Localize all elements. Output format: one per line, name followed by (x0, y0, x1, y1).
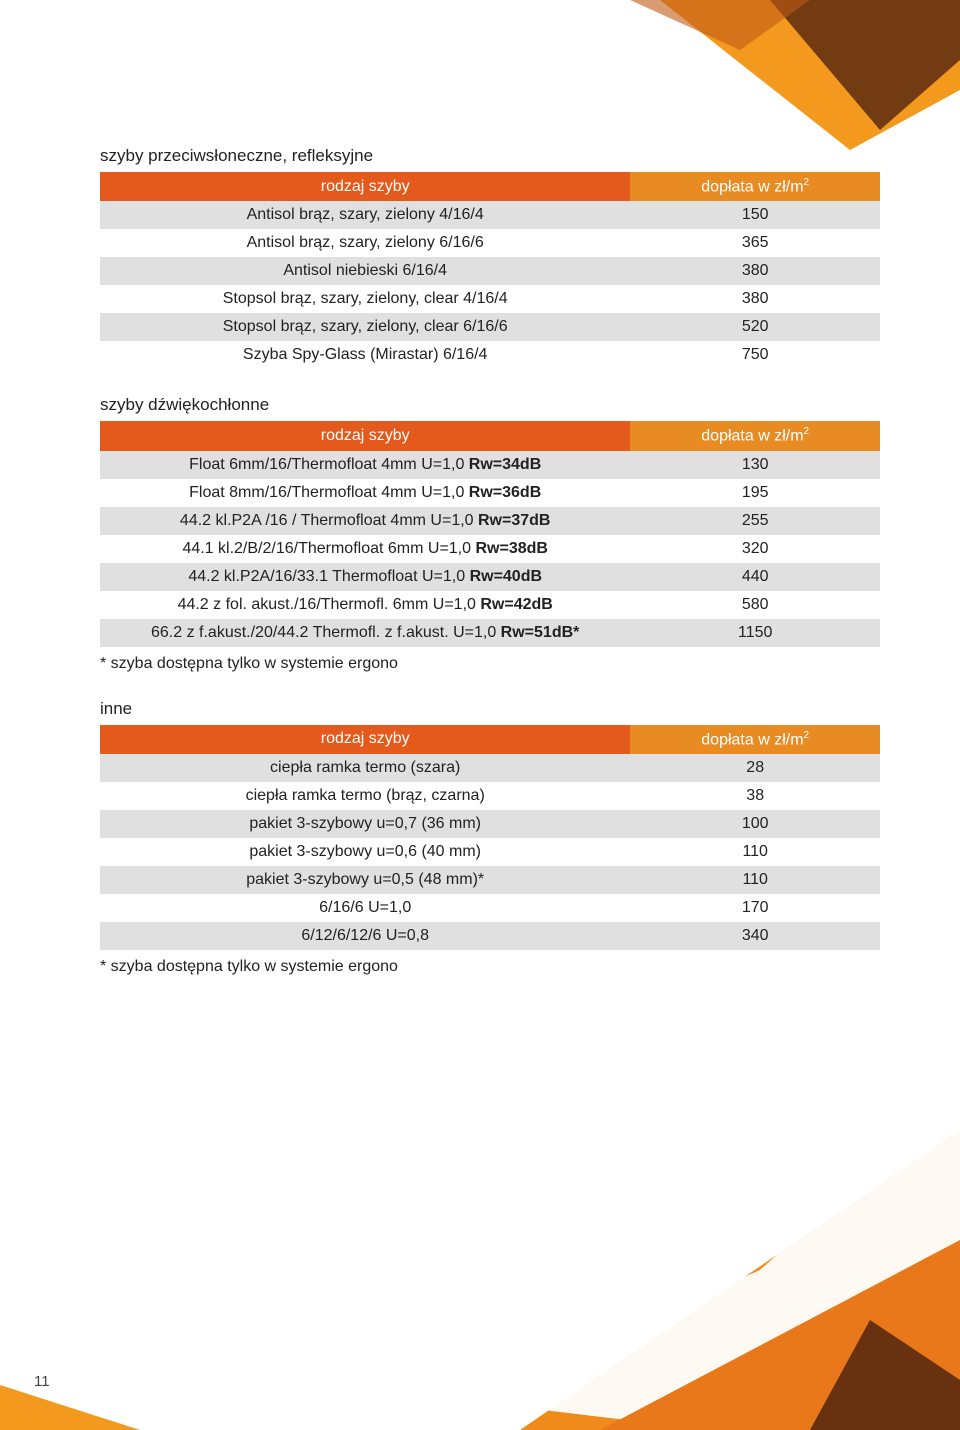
cell-val: 150 (630, 201, 880, 229)
cell-val: 580 (630, 591, 880, 619)
cell-val: 28 (630, 754, 880, 782)
cell-val: 170 (630, 894, 880, 922)
cell-val: 195 (630, 479, 880, 507)
cell-name: Antisol brąz, szary, zielony 4/16/4 (100, 201, 630, 229)
table-header-row: rodzaj szyby dopłata w zł/m2 (100, 725, 880, 754)
section2-title: szyby dźwiękochłonne (100, 395, 880, 415)
cell-name: pakiet 3-szybowy u=0,5 (48 mm)* (100, 866, 630, 894)
cell-name: 44.2 kl.P2A /16 / Thermofloat 4mm U=1,0 … (100, 507, 630, 535)
cell-name: pakiet 3-szybowy u=0,7 (36 mm) (100, 810, 630, 838)
cell-val: 130 (630, 451, 880, 479)
cell-name: 44.1 kl.2/B/2/16/Thermofloat 6mm U=1,0 R… (100, 535, 630, 563)
table-row: 44.2 kl.P2A/16/33.1 Thermofloat U=1,0 Rw… (100, 563, 880, 591)
table-row: pakiet 3-szybowy u=0,5 (48 mm)*110 (100, 866, 880, 894)
table-row: ciepła ramka termo (szara)28 (100, 754, 880, 782)
section3-title: inne (100, 699, 880, 719)
cell-name: Antisol brąz, szary, zielony 6/16/6 (100, 229, 630, 257)
cell-val: 440 (630, 563, 880, 591)
cell-name: Float 6mm/16/Thermofloat 4mm U=1,0 Rw=34… (100, 451, 630, 479)
table-row: Stopsol brąz, szary, zielony, clear 4/16… (100, 285, 880, 313)
cell-val: 100 (630, 810, 880, 838)
cell-val: 380 (630, 257, 880, 285)
cell-name: Stopsol brąz, szary, zielony, clear 6/16… (100, 313, 630, 341)
deco-bottom-left (0, 1360, 160, 1430)
table-row: 66.2 z f.akust./20/44.2 Thermofl. z f.ak… (100, 619, 880, 647)
table-row: Antisol niebieski 6/16/4380 (100, 257, 880, 285)
col-name-header: rodzaj szyby (100, 421, 630, 450)
section1-title: szyby przeciwsłoneczne, refleksyjne (100, 146, 880, 166)
cell-val: 255 (630, 507, 880, 535)
cell-name: 6/16/6 U=1,0 (100, 894, 630, 922)
table-header-row: rodzaj szyby dopłata w zł/m2 (100, 172, 880, 201)
cell-name: ciepła ramka termo (szara) (100, 754, 630, 782)
table-row: 6/16/6 U=1,0170 (100, 894, 880, 922)
table-row: 44.2 z fol. akust./16/Thermofl. 6mm U=1,… (100, 591, 880, 619)
table-row: pakiet 3-szybowy u=0,7 (36 mm)100 (100, 810, 880, 838)
cell-val: 520 (630, 313, 880, 341)
table-row: Float 6mm/16/Thermofloat 4mm U=1,0 Rw=34… (100, 451, 880, 479)
cell-val: 38 (630, 782, 880, 810)
cell-name: Stopsol brąz, szary, zielony, clear 4/16… (100, 285, 630, 313)
table-row: 44.1 kl.2/B/2/16/Thermofloat 6mm U=1,0 R… (100, 535, 880, 563)
cell-name: ciepła ramka termo (brąz, czarna) (100, 782, 630, 810)
page-content: szyby przeciwsłoneczne, refleksyjne rodz… (0, 0, 960, 1016)
deco-bottom-right (460, 1090, 960, 1430)
table-row: Antisol brąz, szary, zielony 4/16/4150 (100, 201, 880, 229)
table-row: Stopsol brąz, szary, zielony, clear 6/16… (100, 313, 880, 341)
cell-name: 66.2 z f.akust./20/44.2 Thermofl. z f.ak… (100, 619, 630, 647)
cell-val: 340 (630, 922, 880, 950)
cell-name: Antisol niebieski 6/16/4 (100, 257, 630, 285)
table-row: ciepła ramka termo (brąz, czarna)38 (100, 782, 880, 810)
cell-name: Szyba Spy-Glass (Mirastar) 6/16/4 (100, 341, 630, 369)
cell-val: 365 (630, 229, 880, 257)
col-val-header: dopłata w zł/m2 (630, 421, 880, 450)
table-reflective: rodzaj szyby dopłata w zł/m2 Antisol brą… (100, 172, 880, 369)
cell-val: 750 (630, 341, 880, 369)
table-header-row: rodzaj szyby dopłata w zł/m2 (100, 421, 880, 450)
cell-name: 6/12/6/12/6 U=0,8 (100, 922, 630, 950)
table-row: Szyba Spy-Glass (Mirastar) 6/16/4750 (100, 341, 880, 369)
table-acoustic: rodzaj szyby dopłata w zł/m2 Float 6mm/1… (100, 421, 880, 646)
table-row: 6/12/6/12/6 U=0,8340 (100, 922, 880, 950)
table-row: Float 8mm/16/Thermofloat 4mm U=1,0 Rw=36… (100, 479, 880, 507)
col-val-header: dopłata w zł/m2 (630, 172, 880, 201)
col-val-header: dopłata w zł/m2 (630, 725, 880, 754)
cell-name: pakiet 3-szybowy u=0,6 (40 mm) (100, 838, 630, 866)
cell-val: 1150 (630, 619, 880, 647)
table-other: rodzaj szyby dopłata w zł/m2 ciepła ramk… (100, 725, 880, 950)
cell-name: 44.2 kl.P2A/16/33.1 Thermofloat U=1,0 Rw… (100, 563, 630, 591)
section2-footnote: * szyba dostępna tylko w systemie ergono (100, 655, 880, 673)
table-row: Antisol brąz, szary, zielony 6/16/6365 (100, 229, 880, 257)
cell-val: 320 (630, 535, 880, 563)
cell-val: 110 (630, 866, 880, 894)
table-row: pakiet 3-szybowy u=0,6 (40 mm)110 (100, 838, 880, 866)
col-name-header: rodzaj szyby (100, 172, 630, 201)
cell-name: Float 8mm/16/Thermofloat 4mm U=1,0 Rw=36… (100, 479, 630, 507)
cell-name: 44.2 z fol. akust./16/Thermofl. 6mm U=1,… (100, 591, 630, 619)
table-row: 44.2 kl.P2A /16 / Thermofloat 4mm U=1,0 … (100, 507, 880, 535)
cell-val: 380 (630, 285, 880, 313)
cell-val: 110 (630, 838, 880, 866)
col-name-header: rodzaj szyby (100, 725, 630, 754)
section3-footnote: * szyba dostępna tylko w systemie ergono (100, 958, 880, 976)
